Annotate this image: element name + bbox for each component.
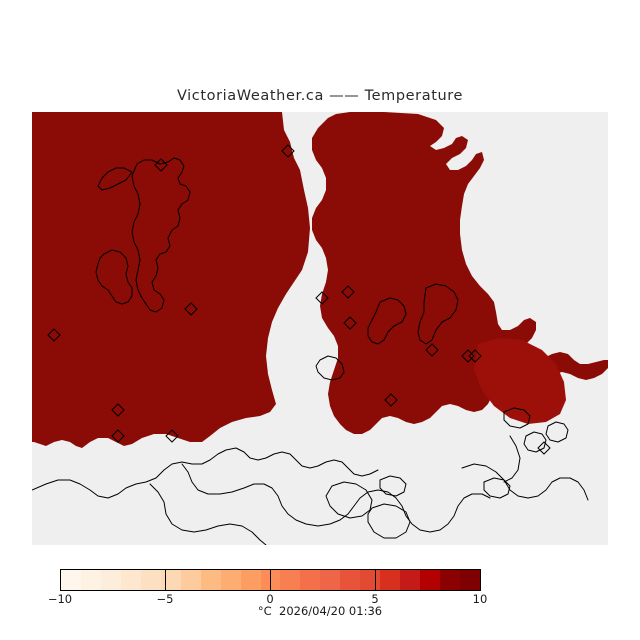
colorbar-caption: °C 2026/04/20 01:36 [257,604,383,618]
coastline-southeast-tail [503,435,521,483]
colorbar-tick-label: −5 [156,592,174,606]
coastline-south-east-arm [461,463,589,501]
colorbar-tick [270,569,271,591]
temperature-fill-main [32,112,310,448]
coastline-island-nw-west [97,167,133,191]
colorbar-swatch-17 [400,570,421,590]
coastline-south-island-b [367,503,411,539]
colorbar-swatch-11 [280,570,301,590]
colorbar-swatch-2 [100,570,121,590]
diamond-marker-icon [281,144,295,158]
coastline-south-peninsula [149,483,267,545]
map-panel[interactable] [32,112,608,545]
colorbar-tick [375,569,376,591]
temperature-fill-lighter-patch [474,338,566,424]
coastline-south-detail-1 [379,475,407,497]
coastline-island-nw [131,157,191,313]
diamond-marker-icon [111,429,125,443]
temperature-map[interactable] [32,112,608,545]
colorbar-swatch-5 [160,570,181,590]
colorbar-swatch-18 [420,570,441,590]
colorbar-tick [60,569,61,591]
diamond-marker-icon [47,328,61,342]
diamond-marker-icon [315,291,329,305]
diamond-marker-icon [343,316,357,330]
page-title: VictoriaWeather.ca —— Temperature [176,88,464,104]
colorbar-tick [165,569,166,591]
colorbar-tick-label: 0 [266,592,274,606]
colorbar-swatch-15 [360,570,381,590]
station-marker-layer[interactable] [47,144,551,455]
coastline-east-detail-3 [523,431,547,453]
colorbar-swatch-8 [220,570,241,590]
diamond-marker-icon [154,158,168,172]
coastline-south-mainland [32,447,379,499]
diamond-marker-icon [111,403,125,417]
colorbar-swatch-0 [61,570,81,590]
coastline-east-detail-1 [503,407,531,429]
colorbar-swatch-3 [120,570,141,590]
colorbar-swatch-4 [140,570,161,590]
coastline-island-west [95,249,133,305]
diamond-marker-icon [184,302,198,316]
coastline-layer [32,157,589,545]
colorbar-tick-label: −10 [47,592,73,606]
colorbar-swatch-1 [80,570,101,590]
coastline-south-island-a [325,481,373,519]
temperature-fill-east [312,112,608,434]
diamond-marker-icon [384,393,398,407]
colorbar-swatch-12 [300,570,321,590]
colorbar-swatch-9 [240,570,261,590]
colorbar-tick [480,569,481,591]
diamond-marker-icon [461,349,475,363]
colorbar-swatch-16 [380,570,401,590]
diamond-marker-icon [468,349,482,363]
diamond-marker-icon [537,441,551,455]
colorbar-swatch-13 [320,570,341,590]
colorbar-swatch-20 [460,570,481,590]
coastline-east-detail-2 [545,421,569,443]
colorbar[interactable]: −10 −5 0 5 10 [48,569,487,606]
coastline-south-detail-2 [483,477,511,499]
colorbar-tick-label: 10 [472,592,488,606]
colorbar-swatch-7 [200,570,221,590]
coastline-south-inner [181,463,491,533]
temperature-field [32,112,608,448]
coastline-lake-east [417,283,459,345]
coastline-bay-central [315,355,345,381]
colorbar-swatch-19 [440,570,461,590]
colorbar-swatch-6 [180,570,201,590]
coastline-lake-central [367,297,407,345]
diamond-marker-icon [425,343,439,357]
diamond-marker-icon [165,429,179,443]
colorbar-tick-label: 5 [371,592,379,606]
diamond-marker-icon [341,285,355,299]
colorbar-swatch-14 [340,570,361,590]
